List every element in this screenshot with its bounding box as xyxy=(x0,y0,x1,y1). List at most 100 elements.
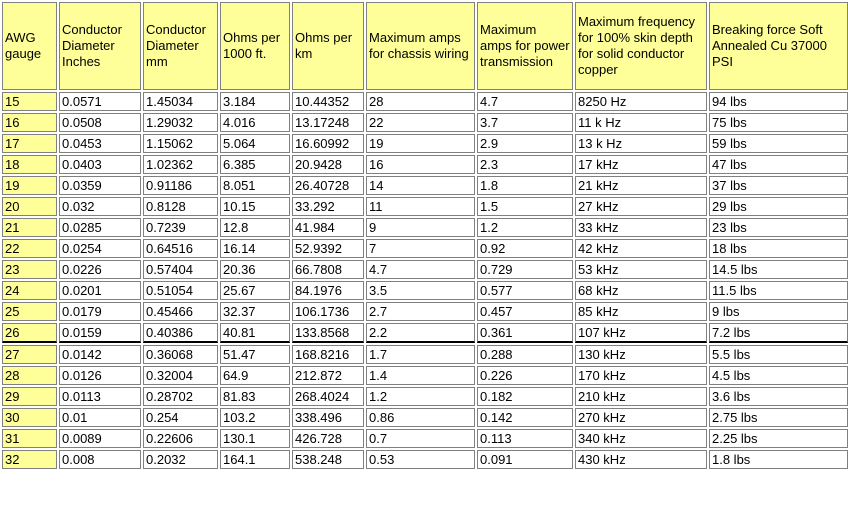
ohms-km-cell: 16.60992 xyxy=(292,134,364,153)
max-frequency-cell: 8250 Hz xyxy=(575,92,707,111)
max-frequency-cell: 27 kHz xyxy=(575,197,707,216)
diameter-mm-cell: 0.91186 xyxy=(143,176,218,195)
header-max-amps-power: Maximum amps for power transmission xyxy=(477,2,573,90)
ohms-1000ft-cell: 10.15 xyxy=(220,197,290,216)
ohms-1000ft-cell: 20.36 xyxy=(220,260,290,279)
amps-power-cell: 0.729 xyxy=(477,260,573,279)
table-row: 15 0.0571 1.45034 3.184 10.44352 28 4.7 8250 Hz… xyxy=(2,92,848,111)
max-frequency-cell: 53 kHz xyxy=(575,260,707,279)
table-row: 20 0.032 0.8128 10.15 33.292 11 1.5 27 kHz 29 lb… xyxy=(2,197,848,216)
ohms-km-cell: 66.7808 xyxy=(292,260,364,279)
awg-gauge-cell: 15 xyxy=(2,92,57,111)
amps-chassis-cell: 2.2 xyxy=(366,323,475,343)
awg-gauge-cell: 23 xyxy=(2,260,57,279)
ohms-km-cell: 338.496 xyxy=(292,408,364,427)
amps-power-cell: 0.92 xyxy=(477,239,573,258)
header-row: AWG gauge Conductor Diameter Inches Cond… xyxy=(2,2,848,90)
amps-power-cell: 0.142 xyxy=(477,408,573,427)
ohms-1000ft-cell: 32.37 xyxy=(220,302,290,321)
diameter-mm-cell: 1.29032 xyxy=(143,113,218,132)
max-frequency-cell: 270 kHz xyxy=(575,408,707,427)
breaking-force-cell: 18 lbs xyxy=(709,239,848,258)
awg-gauge-cell: 25 xyxy=(2,302,57,321)
amps-chassis-cell: 0.86 xyxy=(366,408,475,427)
diameter-inches-cell: 0.0285 xyxy=(59,218,141,237)
amps-power-cell: 1.8 xyxy=(477,176,573,195)
amps-chassis-cell: 3.5 xyxy=(366,281,475,300)
max-frequency-cell: 340 kHz xyxy=(575,429,707,448)
amps-power-cell: 3.7 xyxy=(477,113,573,132)
table-row: 24 0.0201 0.51054 25.67 84.1976 3.5 0.577 68 kH… xyxy=(2,281,848,300)
ohms-km-cell: 10.44352 xyxy=(292,92,364,111)
breaking-force-cell: 3.6 lbs xyxy=(709,387,848,406)
breaking-force-cell: 11.5 lbs xyxy=(709,281,848,300)
ohms-1000ft-cell: 3.184 xyxy=(220,92,290,111)
diameter-mm-cell: 0.7239 xyxy=(143,218,218,237)
max-frequency-cell: 430 kHz xyxy=(575,450,707,469)
breaking-force-cell: 75 lbs xyxy=(709,113,848,132)
amps-chassis-cell: 28 xyxy=(366,92,475,111)
ohms-1000ft-cell: 164.1 xyxy=(220,450,290,469)
max-frequency-cell: 85 kHz xyxy=(575,302,707,321)
ohms-1000ft-cell: 103.2 xyxy=(220,408,290,427)
diameter-mm-cell: 1.45034 xyxy=(143,92,218,111)
table-row: 31 0.0089 0.22606 130.1 426.728 0.7 0.113 340 k… xyxy=(2,429,848,448)
ohms-km-cell: 538.248 xyxy=(292,450,364,469)
awg-gauge-cell: 26 xyxy=(2,323,57,343)
ohms-1000ft-cell: 12.8 xyxy=(220,218,290,237)
breaking-force-cell: 37 lbs xyxy=(709,176,848,195)
awg-gauge-cell: 32 xyxy=(2,450,57,469)
table-row: 29 0.0113 0.28702 81.83 268.4024 1.2 0.182 210 … xyxy=(2,387,848,406)
ohms-1000ft-cell: 5.064 xyxy=(220,134,290,153)
amps-power-cell: 2.9 xyxy=(477,134,573,153)
awg-gauge-cell: 17 xyxy=(2,134,57,153)
diameter-mm-cell: 0.51054 xyxy=(143,281,218,300)
amps-power-cell: 0.182 xyxy=(477,387,573,406)
breaking-force-cell: 5.5 lbs xyxy=(709,345,848,364)
ohms-km-cell: 26.40728 xyxy=(292,176,364,195)
diameter-mm-cell: 0.254 xyxy=(143,408,218,427)
amps-chassis-cell: 22 xyxy=(366,113,475,132)
ohms-km-cell: 268.4024 xyxy=(292,387,364,406)
awg-gauge-cell: 16 xyxy=(2,113,57,132)
table-body: 15 0.0571 1.45034 3.184 10.44352 28 4.7 8250 Hz… xyxy=(2,92,848,469)
ohms-1000ft-cell: 130.1 xyxy=(220,429,290,448)
header-diameter-mm: Conductor Diameter mm xyxy=(143,2,218,90)
diameter-mm-cell: 0.28702 xyxy=(143,387,218,406)
max-frequency-cell: 210 kHz xyxy=(575,387,707,406)
diameter-inches-cell: 0.0113 xyxy=(59,387,141,406)
awg-gauge-cell: 28 xyxy=(2,366,57,385)
breaking-force-cell: 1.8 lbs xyxy=(709,450,848,469)
awg-gauge-cell: 21 xyxy=(2,218,57,237)
table-row: 19 0.0359 0.91186 8.051 26.40728 14 1.8 21 kHz 3… xyxy=(2,176,848,195)
awg-gauge-cell: 27 xyxy=(2,345,57,364)
ohms-km-cell: 20.9428 xyxy=(292,155,364,174)
diameter-mm-cell: 0.40386 xyxy=(143,323,218,343)
ohms-km-cell: 33.292 xyxy=(292,197,364,216)
amps-power-cell: 0.457 xyxy=(477,302,573,321)
ohms-km-cell: 212.872 xyxy=(292,366,364,385)
diameter-mm-cell: 1.15062 xyxy=(143,134,218,153)
table-row: 23 0.0226 0.57404 20.36 66.7808 4.7 0.729 53 kH… xyxy=(2,260,848,279)
breaking-force-cell: 29 lbs xyxy=(709,197,848,216)
max-frequency-cell: 42 kHz xyxy=(575,239,707,258)
ohms-km-cell: 13.17248 xyxy=(292,113,364,132)
table-row: 27 0.0142 0.36068 51.47 168.8216 1.7 0.288 130 … xyxy=(2,345,848,364)
amps-chassis-cell: 16 xyxy=(366,155,475,174)
amps-power-cell: 4.7 xyxy=(477,92,573,111)
breaking-force-cell: 47 lbs xyxy=(709,155,848,174)
diameter-inches-cell: 0.0571 xyxy=(59,92,141,111)
amps-chassis-cell: 11 xyxy=(366,197,475,216)
breaking-force-cell: 4.5 lbs xyxy=(709,366,848,385)
ohms-1000ft-cell: 81.83 xyxy=(220,387,290,406)
ohms-1000ft-cell: 6.385 xyxy=(220,155,290,174)
amps-power-cell: 0.091 xyxy=(477,450,573,469)
amps-power-cell: 0.113 xyxy=(477,429,573,448)
diameter-mm-cell: 0.2032 xyxy=(143,450,218,469)
table-row: 17 0.0453 1.15062 5.064 16.60992 19 2.9 13 k Hz… xyxy=(2,134,848,153)
header-awg-gauge: AWG gauge xyxy=(2,2,57,90)
table-row: 22 0.0254 0.64516 16.14 52.9392 7 0.92 42 kHz 18… xyxy=(2,239,848,258)
amps-chassis-cell: 0.53 xyxy=(366,450,475,469)
amps-chassis-cell: 19 xyxy=(366,134,475,153)
table-row: 18 0.0403 1.02362 6.385 20.9428 16 2.3 17 kHz 47… xyxy=(2,155,848,174)
